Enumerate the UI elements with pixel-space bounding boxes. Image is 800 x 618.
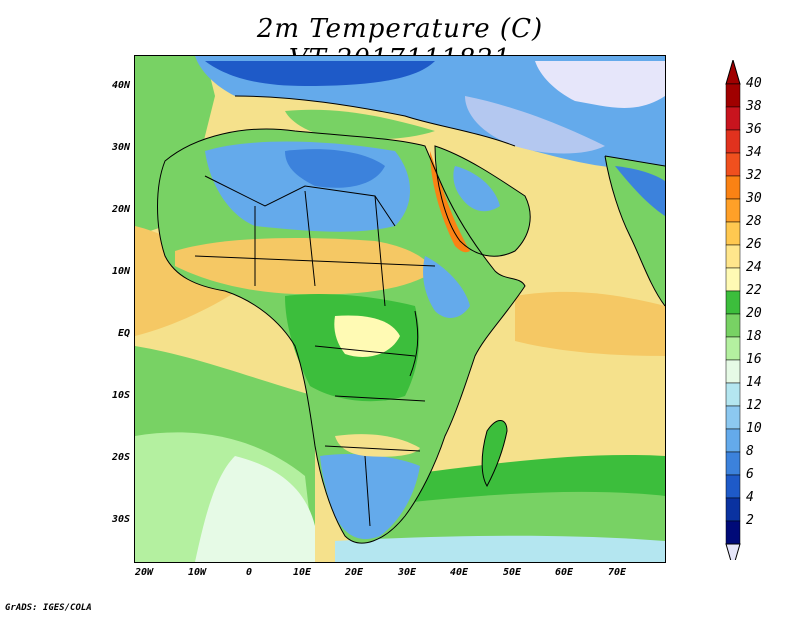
colorbar-swatch	[725, 359, 741, 384]
madagascar-island	[482, 420, 507, 486]
colorbar-top-arrow	[725, 58, 741, 85]
colorbar-tick-label: 14	[746, 375, 762, 390]
grads-credit: GrADS: IGES/COLA	[5, 603, 92, 613]
indian-ocean-hot	[515, 291, 665, 356]
colorbar-swatch	[725, 336, 741, 361]
europe-cold-region	[205, 61, 435, 86]
lon-label-40e: 40E	[449, 567, 469, 578]
mediterranean-sea	[285, 109, 435, 140]
colorbar-swatch	[725, 520, 741, 545]
himalaya-cold	[615, 166, 665, 216]
colorbar-tick-label: 28	[746, 214, 762, 229]
map-canvas	[135, 56, 665, 562]
colorbar-swatch	[725, 474, 741, 499]
colorbar-swatch	[725, 175, 741, 200]
lat-label-30s: 30S	[111, 514, 130, 525]
colorbar-tick-label: 12	[746, 398, 762, 413]
lon-label-60e: 60E	[554, 567, 574, 578]
colorbar-tick-label: 30	[746, 191, 762, 206]
colorbar-swatch	[725, 106, 741, 131]
colorbar-tick-label: 22	[746, 283, 762, 298]
colorbar-tick-label: 40	[746, 76, 762, 91]
southern-africa-cool	[320, 454, 420, 540]
colorbar-swatch	[725, 497, 741, 522]
lat-label-10s: 10S	[111, 390, 130, 401]
lon-label-70e: 70E	[607, 567, 627, 578]
lat-label-20s: 20S	[111, 452, 130, 463]
lon-label-0: 0	[245, 567, 253, 578]
colorbar-swatch	[725, 290, 741, 315]
lon-label-10w: 10W	[187, 567, 207, 578]
central-asia-cold	[535, 61, 665, 108]
lon-label-10e: 10E	[292, 567, 312, 578]
country-borders	[157, 95, 665, 544]
congo-basin-warm	[334, 315, 400, 357]
colorbar-tick-label: 24	[746, 260, 762, 275]
colorbar-tick-label: 36	[746, 122, 762, 137]
colorbar-tick-label: 26	[746, 237, 762, 252]
colorbar-swatch	[725, 405, 741, 430]
colorbar-bottom-arrow	[725, 543, 741, 570]
sahel-hot-band	[175, 238, 435, 295]
south-atlantic-cold	[195, 456, 315, 562]
colorbar-graphic	[725, 58, 741, 570]
colorbar-swatch	[725, 382, 741, 407]
colorbar-swatch	[725, 244, 741, 269]
colorbar-tick-label: 38	[746, 99, 762, 114]
arabia-cool-interior	[453, 166, 500, 212]
colorbar-tick-label: 6	[746, 467, 754, 482]
red-sea	[430, 151, 470, 253]
colorbar-tick-label: 4	[746, 490, 754, 505]
colorbar-tick-label: 8	[746, 444, 754, 459]
colorbar-tick-label: 34	[746, 145, 762, 160]
colorbar-swatch	[725, 221, 741, 246]
temperature-colorbar	[722, 58, 800, 570]
sahara-cold-core	[285, 149, 385, 188]
colorbar-swatch	[725, 313, 741, 338]
lat-label-eq: EQ	[117, 328, 130, 339]
lon-label-30e: 30E	[397, 567, 417, 578]
colorbar-tick-label: 18	[746, 329, 762, 344]
colorbar-swatch	[725, 83, 741, 108]
lat-label-40n: 40N	[111, 80, 130, 91]
colorbar-tick-label: 20	[746, 306, 762, 321]
colorbar-tick-label: 32	[746, 168, 762, 183]
colorbar-swatch	[725, 152, 741, 177]
colorbar-swatch	[725, 267, 741, 292]
ethiopian-highlands	[423, 256, 470, 318]
lon-label-50e: 50E	[502, 567, 522, 578]
colorbar-swatch	[725, 428, 741, 453]
temperature-map[interactable]	[134, 55, 666, 563]
lat-label-30n: 30N	[111, 142, 130, 153]
colorbar-swatch	[725, 129, 741, 154]
colorbar-swatch	[725, 451, 741, 476]
lon-label-20w: 20W	[134, 567, 154, 578]
iran-cool	[465, 96, 605, 154]
lon-label-20e: 20E	[344, 567, 364, 578]
kalahari-warm	[335, 434, 420, 457]
colorbar-tick-label: 2	[746, 513, 754, 528]
south-indian-blue	[335, 535, 665, 562]
colorbar-tick-label: 10	[746, 421, 762, 436]
north-atlantic-region	[135, 56, 215, 236]
colorbar-swatch	[725, 198, 741, 223]
colorbar-tick-label: 16	[746, 352, 762, 367]
lat-label-10n: 10N	[111, 266, 130, 277]
lat-label-20n: 20N	[111, 204, 130, 215]
